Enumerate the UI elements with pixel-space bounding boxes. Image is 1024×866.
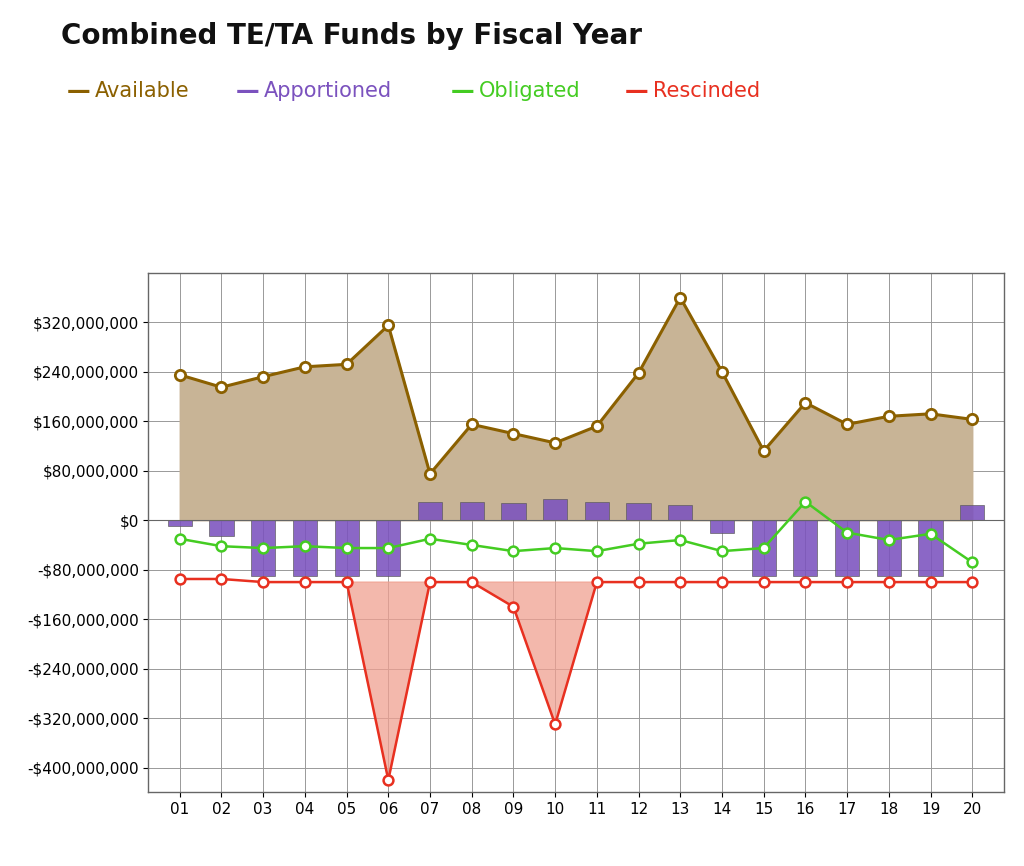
Point: [547, 436, 563, 449]
Point: [631, 366, 647, 380]
Point: [380, 319, 396, 333]
Point: [172, 572, 188, 586]
Point: [255, 541, 271, 555]
Point: [505, 544, 521, 558]
Point: [338, 358, 354, 372]
Point: [631, 575, 647, 589]
Bar: [168, 520, 191, 527]
Point: [297, 575, 313, 589]
Point: [422, 532, 438, 546]
Point: [172, 532, 188, 546]
Bar: [794, 520, 817, 576]
Text: Apportioned: Apportioned: [264, 81, 392, 101]
Point: [213, 380, 229, 394]
Bar: [460, 501, 483, 520]
Text: Obligated: Obligated: [479, 81, 581, 101]
Point: [756, 575, 772, 589]
Text: Rescinded: Rescinded: [653, 81, 761, 101]
Point: [881, 410, 897, 423]
Point: [756, 444, 772, 458]
Bar: [877, 520, 901, 576]
Point: [714, 365, 730, 378]
Point: [923, 527, 939, 540]
Point: [464, 575, 480, 589]
Text: —: —: [625, 79, 648, 103]
Bar: [502, 503, 525, 520]
Point: [798, 396, 814, 410]
Text: Available: Available: [95, 81, 189, 101]
Point: [255, 370, 271, 384]
Point: [672, 291, 688, 305]
Point: [923, 407, 939, 421]
Point: [881, 575, 897, 589]
Bar: [961, 505, 984, 520]
Point: [839, 417, 855, 431]
Bar: [293, 520, 317, 576]
Point: [213, 572, 229, 586]
Bar: [669, 505, 692, 520]
Bar: [710, 520, 734, 533]
Point: [505, 600, 521, 614]
Bar: [251, 520, 275, 576]
Point: [380, 541, 396, 555]
Point: [839, 575, 855, 589]
Point: [923, 575, 939, 589]
Bar: [209, 520, 233, 536]
Point: [589, 544, 605, 558]
Point: [464, 538, 480, 552]
Point: [964, 412, 980, 426]
Point: [172, 368, 188, 382]
Point: [422, 575, 438, 589]
Text: —: —: [451, 79, 474, 103]
Point: [338, 541, 354, 555]
Point: [589, 419, 605, 433]
Point: [297, 360, 313, 374]
Point: [547, 541, 563, 555]
Point: [422, 467, 438, 481]
Point: [839, 526, 855, 540]
Point: [505, 427, 521, 441]
Bar: [919, 520, 943, 576]
Point: [631, 537, 647, 551]
Point: [213, 540, 229, 553]
Text: —: —: [236, 79, 259, 103]
Point: [589, 575, 605, 589]
Bar: [585, 501, 609, 520]
Bar: [418, 501, 442, 520]
Point: [464, 417, 480, 431]
Point: [964, 555, 980, 569]
Point: [672, 575, 688, 589]
Point: [798, 575, 814, 589]
Point: [798, 494, 814, 508]
Point: [714, 544, 730, 558]
Text: Combined TE/TA Funds by Fiscal Year: Combined TE/TA Funds by Fiscal Year: [61, 22, 642, 49]
Bar: [752, 520, 776, 576]
Point: [881, 533, 897, 547]
Point: [547, 717, 563, 731]
Point: [964, 575, 980, 589]
Bar: [376, 520, 400, 576]
Point: [255, 575, 271, 589]
Point: [672, 533, 688, 547]
Point: [756, 541, 772, 555]
Point: [380, 773, 396, 787]
Point: [297, 540, 313, 553]
Point: [338, 575, 354, 589]
Point: [714, 575, 730, 589]
Bar: [543, 499, 567, 520]
Text: —: —: [67, 79, 90, 103]
Bar: [335, 520, 358, 576]
Bar: [835, 520, 859, 576]
Bar: [627, 503, 650, 520]
